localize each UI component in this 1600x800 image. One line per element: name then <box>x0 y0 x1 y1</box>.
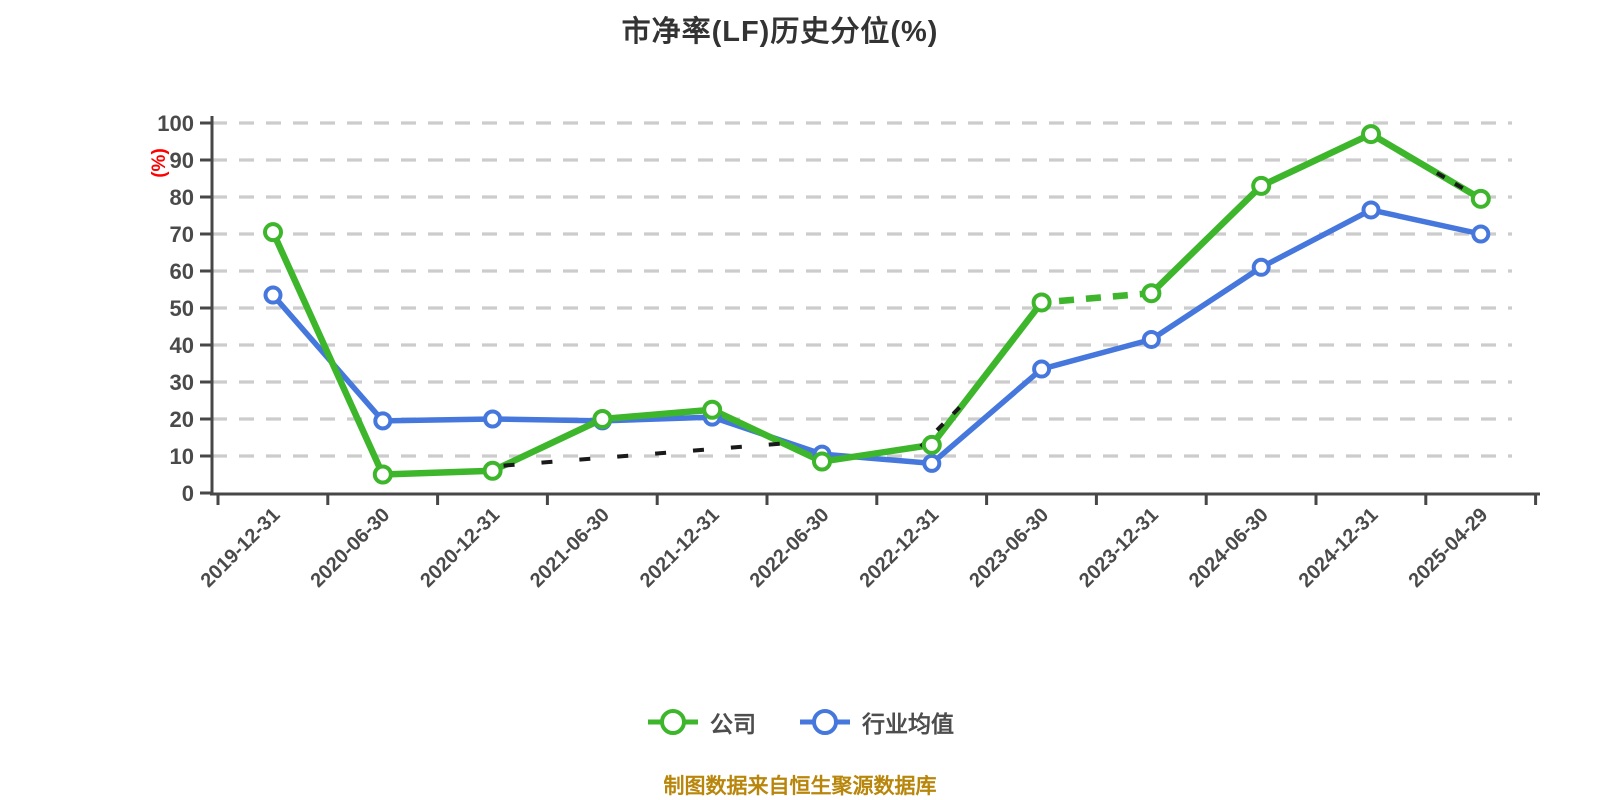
series-dashed-overlay <box>503 441 784 468</box>
x-tick-label: 2025-04-29 <box>1404 504 1492 592</box>
y-tick-label: 10 <box>170 444 194 469</box>
data-point-marker[interactable] <box>921 434 942 455</box>
data-point-marker[interactable] <box>263 222 283 243</box>
y-tick-label: 0 <box>182 481 194 506</box>
x-tick-label: 2019-12-31 <box>197 504 285 592</box>
company-series-marker-icon <box>648 709 698 735</box>
chart-title: 市净率(LF)历史分位(%) <box>621 16 939 48</box>
industry-average-series-marker-icon <box>800 709 850 735</box>
data-point-marker[interactable] <box>1032 359 1052 379</box>
series-line-0 <box>269 130 1485 478</box>
y-tick-label: 70 <box>170 222 194 247</box>
data-point-marker[interactable] <box>483 409 503 429</box>
data-point-marker[interactable] <box>592 409 613 429</box>
y-tick-label: 40 <box>170 333 194 358</box>
data-point-marker[interactable] <box>1361 124 1381 145</box>
x-tick-label: 2020-06-30 <box>306 504 394 592</box>
series-dashed-overlay <box>1046 289 1147 306</box>
legend-label-company: 公司 <box>710 711 756 737</box>
data-point-marker[interactable] <box>373 411 393 431</box>
data-point-marker[interactable] <box>812 451 832 472</box>
data-point-marker[interactable] <box>372 464 393 485</box>
data-point-marker[interactable] <box>1361 200 1381 220</box>
x-tick-label: 2020-12-31 <box>416 504 504 592</box>
x-tick-label: 2022-06-30 <box>746 504 834 592</box>
data-point-marker[interactable] <box>1251 257 1271 277</box>
data-point-marker[interactable] <box>1141 329 1161 349</box>
y-tick-label: 60 <box>170 259 194 284</box>
chart-legend: 公司 行业均值 <box>0 700 1600 744</box>
series-line-1 <box>270 207 1484 467</box>
legend-label-industry-average: 行业均值 <box>862 711 954 737</box>
x-tick-label: 2024-06-30 <box>1185 504 1273 592</box>
series-dashed-overlay <box>919 400 967 448</box>
y-tick-label: 80 <box>170 185 194 210</box>
y-tick-label: 50 <box>170 296 194 321</box>
data-point-marker[interactable] <box>1141 283 1162 304</box>
x-tick-label: 2023-12-31 <box>1075 504 1163 592</box>
x-tick-label: 2021-12-31 <box>636 504 724 592</box>
x-tick-label: 2021-06-30 <box>526 504 614 592</box>
data-point-marker[interactable] <box>702 399 723 420</box>
x-tick-label: 2024-12-31 <box>1295 504 1383 592</box>
data-point-marker[interactable] <box>482 460 503 481</box>
data-point-marker[interactable] <box>1031 292 1052 313</box>
x-tick-label: 2022-12-31 <box>855 504 943 592</box>
legend-item-industry-average[interactable]: 行业均值 <box>798 705 954 739</box>
series-dashed-overlay <box>1435 171 1479 199</box>
data-source-note: 制图数据来自恒生聚源数据库 <box>663 775 937 798</box>
y-tick-label: 100 <box>157 111 194 136</box>
legend-item-company[interactable]: 公司 <box>646 705 756 739</box>
line-chart-plot: 0 10 20 30 40 50 60 70 80 90 100 2019-12-31 2020-06-… <box>157 111 1540 592</box>
y-tick-label: 90 <box>170 148 194 173</box>
data-point-marker[interactable] <box>263 285 283 305</box>
data-point-marker[interactable] <box>1470 188 1491 209</box>
y-tick-label: 30 <box>170 370 194 395</box>
data-point-marker[interactable] <box>1251 175 1272 196</box>
data-point-marker[interactable] <box>922 453 942 473</box>
data-point-marker[interactable] <box>1471 224 1491 244</box>
x-tick-label: 2023-06-30 <box>965 504 1053 592</box>
y-tick-label: 20 <box>170 407 194 432</box>
